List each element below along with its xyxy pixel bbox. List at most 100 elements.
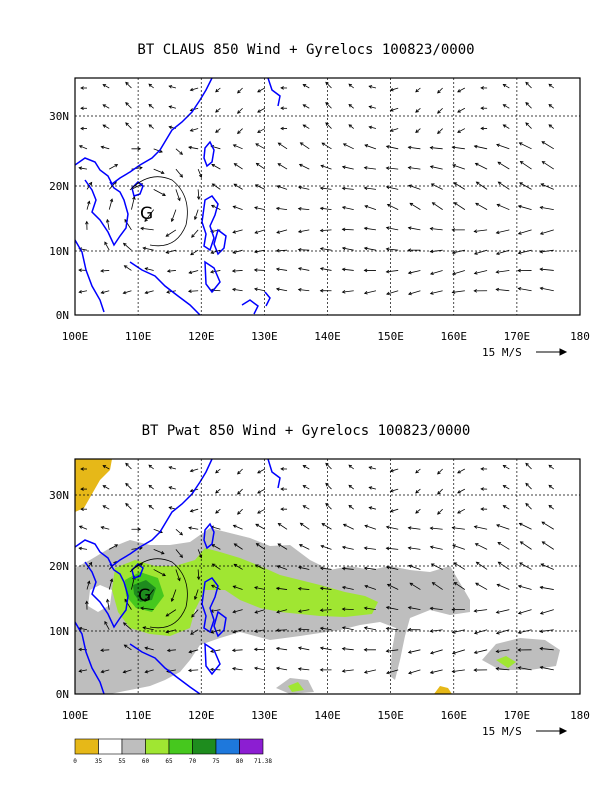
- wind-vector-head: [137, 527, 142, 532]
- wind-vector: [364, 290, 377, 294]
- wind-vector: [144, 209, 155, 222]
- wind-vector: [277, 185, 288, 190]
- wind-vector: [342, 290, 354, 293]
- wind-vector: [211, 544, 221, 550]
- wind-vector: [298, 628, 310, 631]
- wind-vector-head: [102, 485, 107, 489]
- wind-vector-head: [297, 247, 302, 252]
- wind-vector-head: [429, 629, 434, 633]
- wind-vector-head: [78, 289, 83, 294]
- wind-vector-head: [123, 265, 128, 269]
- wind-vector-head: [525, 502, 529, 507]
- wind-vector: [102, 124, 110, 129]
- wind-vector: [303, 84, 310, 89]
- wind-vector: [432, 582, 443, 590]
- wind-vector-head: [539, 646, 544, 651]
- wind-vector-head: [100, 145, 105, 150]
- wind-vector-head: [319, 288, 324, 293]
- wind-vector: [342, 608, 354, 611]
- wind-vector: [257, 128, 266, 133]
- wind-vector: [540, 648, 554, 651]
- wind-vector: [364, 227, 377, 231]
- wind-vector-head: [144, 267, 149, 271]
- bottom-panel-title: BT Pwat 850 Wind + Gyrelocs 100823/0000: [141, 423, 471, 439]
- wind-vector-head: [109, 198, 114, 203]
- x-tick-label: 180: [570, 330, 590, 343]
- wind-vector: [525, 503, 532, 510]
- wind-vector-head: [232, 585, 237, 589]
- wind-vector: [215, 508, 221, 514]
- wind-vector: [454, 202, 466, 210]
- wind-vector-head: [210, 649, 214, 653]
- wind-vector: [408, 185, 421, 190]
- bottom-gyre-label: G: [138, 586, 151, 606]
- wind-vector-head: [480, 467, 484, 471]
- wind-vector-head: [497, 181, 502, 185]
- wind-vector-head: [364, 144, 369, 148]
- wind-vector: [476, 181, 488, 190]
- wind-vector: [475, 202, 488, 210]
- wind-vector: [474, 629, 488, 634]
- wind-vector: [415, 87, 421, 93]
- wind-vector-head: [275, 287, 280, 292]
- wind-vector-head: [348, 83, 353, 88]
- wind-vector: [457, 508, 466, 514]
- wind-vector: [144, 589, 155, 602]
- wind-vector: [518, 205, 532, 211]
- wind-vector: [257, 468, 266, 474]
- y-tick-label: 0N: [56, 309, 69, 322]
- wind-vector: [131, 576, 135, 590]
- wind-vector: [437, 87, 443, 94]
- wind-vector-head: [429, 606, 434, 611]
- wind-vector: [171, 589, 177, 602]
- wind-vector-head: [429, 249, 434, 254]
- x-tick-label: 120E: [188, 330, 215, 343]
- wind-vector: [390, 107, 399, 111]
- wind-vector: [234, 163, 243, 170]
- wind-vector-head: [368, 85, 373, 89]
- wind-vector-head: [517, 666, 522, 670]
- wind-vector-head: [255, 162, 260, 167]
- wind-vector-head: [80, 126, 84, 131]
- wind-vector: [232, 629, 243, 633]
- wind-vector-head: [541, 141, 546, 145]
- wind-vector-head: [348, 124, 353, 128]
- wind-vector: [342, 268, 354, 271]
- wind-vector-head: [165, 233, 170, 237]
- wind-vector: [496, 524, 510, 530]
- wind-vector-head: [319, 267, 324, 271]
- wind-vector-head: [525, 101, 529, 106]
- wind-vector: [298, 289, 310, 292]
- wind-vector: [548, 83, 555, 89]
- wind-vector-head: [100, 290, 105, 295]
- wind-vector-head: [254, 230, 259, 234]
- wind-vector-head: [140, 606, 144, 611]
- wind-vector: [342, 627, 354, 631]
- wind-vector: [540, 268, 554, 271]
- wind-vector: [165, 609, 177, 617]
- wind-vector-head: [517, 611, 522, 615]
- wind-vector: [254, 229, 265, 234]
- colorbar-swatch: [98, 738, 123, 755]
- wind-vector: [254, 207, 265, 211]
- wind-vector-head: [170, 598, 175, 602]
- wind-vector-head: [321, 142, 326, 146]
- wind-vector: [237, 87, 243, 94]
- wind-vector: [215, 468, 221, 474]
- wind-vector-head: [87, 580, 91, 585]
- wind-vector: [254, 667, 265, 671]
- wind-vector-head: [78, 546, 83, 551]
- wind-vector: [518, 585, 532, 590]
- wind-vector: [386, 270, 399, 273]
- wind-vector-head: [196, 196, 201, 200]
- wind-vector: [232, 668, 243, 671]
- colorbar-swatch: [192, 738, 217, 755]
- wind-vector-head: [321, 523, 326, 527]
- wind-vector-head: [341, 626, 346, 630]
- wind-vector: [548, 485, 555, 490]
- wind-vector-head: [209, 667, 214, 672]
- wind-vector: [148, 83, 154, 89]
- wind-vector-head: [125, 482, 129, 487]
- wind-vector-head: [539, 286, 544, 291]
- wind-vector-head: [348, 484, 353, 489]
